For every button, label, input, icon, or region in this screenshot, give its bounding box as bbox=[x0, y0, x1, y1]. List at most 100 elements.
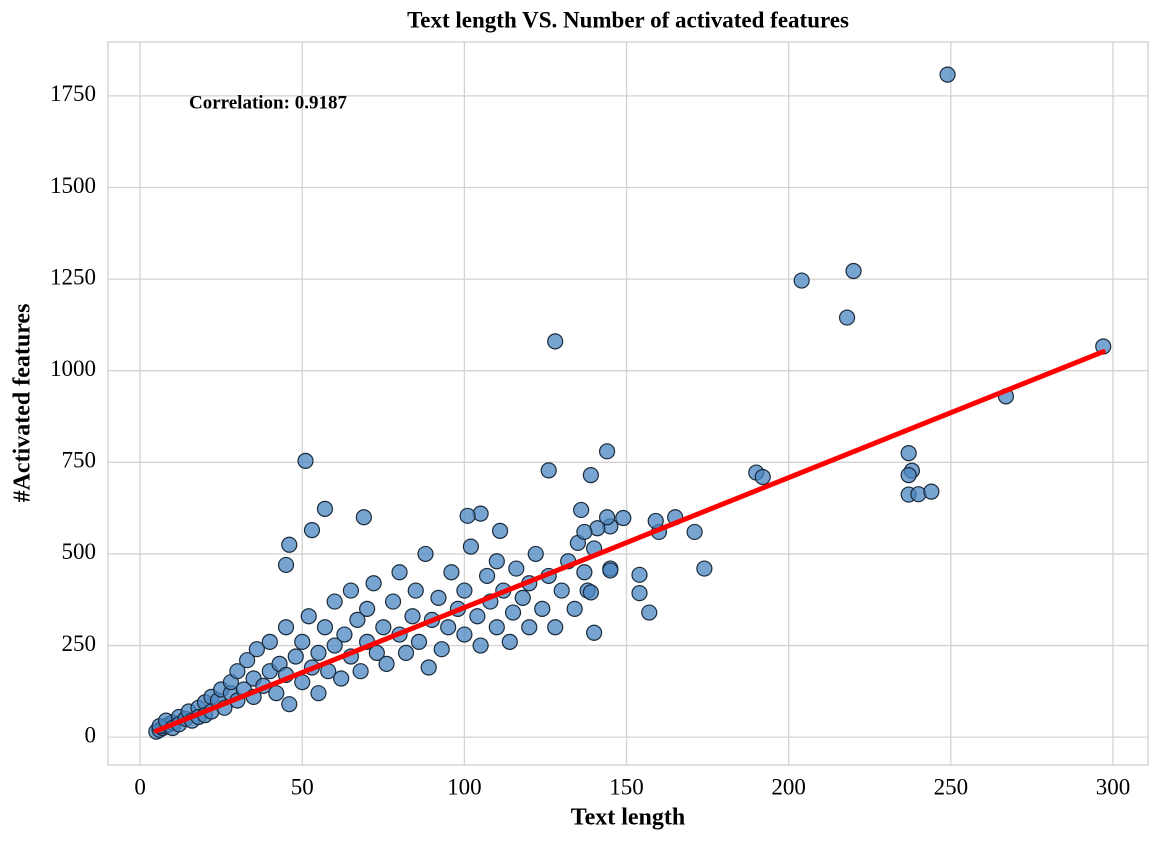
point bbox=[281, 536, 298, 553]
point bbox=[368, 644, 385, 661]
point bbox=[352, 663, 369, 680]
y-tick-label: 1250 bbox=[50, 264, 96, 289]
point bbox=[521, 619, 538, 636]
point bbox=[316, 500, 334, 517]
point bbox=[615, 509, 632, 527]
y-tick-label: 1750 bbox=[50, 81, 96, 106]
point bbox=[336, 626, 353, 643]
point bbox=[586, 624, 603, 641]
point bbox=[547, 619, 564, 636]
point bbox=[696, 560, 713, 577]
point bbox=[566, 600, 583, 617]
point bbox=[404, 608, 421, 625]
point bbox=[440, 619, 457, 636]
point bbox=[838, 309, 856, 326]
point bbox=[631, 566, 648, 583]
point bbox=[300, 608, 317, 625]
point bbox=[281, 696, 298, 713]
point bbox=[365, 575, 382, 592]
x-tick-label: 50 bbox=[291, 774, 314, 799]
point bbox=[297, 452, 314, 469]
point bbox=[375, 619, 392, 636]
point bbox=[310, 644, 327, 661]
point bbox=[469, 608, 486, 625]
x-tick-label: 150 bbox=[609, 774, 644, 799]
point bbox=[248, 641, 265, 658]
point bbox=[573, 501, 590, 519]
point bbox=[229, 663, 246, 680]
y-tick-label: 1500 bbox=[50, 173, 96, 198]
point bbox=[923, 483, 940, 500]
point bbox=[793, 272, 810, 289]
point bbox=[472, 637, 489, 654]
y-tick-label: 250 bbox=[62, 631, 97, 656]
point bbox=[845, 262, 862, 280]
y-tick-label: 1000 bbox=[50, 356, 96, 381]
point bbox=[417, 545, 434, 563]
point bbox=[641, 604, 658, 621]
point bbox=[900, 445, 917, 462]
trend-line bbox=[153, 349, 1106, 734]
y-tick-label: 750 bbox=[62, 448, 97, 473]
point bbox=[576, 564, 593, 581]
point bbox=[598, 443, 616, 460]
point bbox=[277, 619, 295, 636]
point bbox=[488, 553, 505, 570]
x-axis-label: Text length bbox=[571, 805, 685, 831]
point bbox=[407, 582, 424, 599]
y-tick-label: 0 bbox=[85, 722, 97, 747]
point bbox=[384, 593, 402, 610]
point bbox=[582, 584, 599, 601]
x-tick-label: 100 bbox=[447, 774, 482, 799]
point bbox=[378, 655, 395, 672]
point bbox=[488, 619, 505, 636]
point bbox=[754, 468, 771, 486]
point bbox=[508, 560, 525, 577]
point bbox=[686, 523, 703, 541]
x-tick-label: 0 bbox=[134, 774, 146, 799]
point bbox=[553, 582, 570, 599]
point bbox=[355, 509, 372, 526]
point bbox=[910, 486, 927, 503]
point bbox=[316, 619, 334, 636]
x-tick-label: 250 bbox=[934, 774, 969, 799]
point bbox=[598, 509, 616, 526]
point bbox=[456, 626, 473, 643]
point bbox=[534, 600, 551, 617]
annotation: Correlation: 0.9187 bbox=[189, 92, 347, 113]
point bbox=[433, 641, 450, 658]
point bbox=[391, 564, 408, 581]
point bbox=[430, 589, 447, 607]
point bbox=[900, 467, 917, 484]
point bbox=[420, 659, 437, 676]
point bbox=[491, 522, 509, 539]
point bbox=[631, 585, 648, 602]
point bbox=[478, 567, 496, 585]
point bbox=[261, 633, 278, 650]
point bbox=[456, 582, 473, 599]
point bbox=[462, 538, 479, 555]
point bbox=[527, 545, 544, 563]
point bbox=[333, 670, 350, 687]
point bbox=[576, 523, 593, 541]
point bbox=[239, 652, 256, 669]
point bbox=[287, 648, 304, 665]
point bbox=[443, 564, 460, 581]
point bbox=[326, 637, 343, 654]
point bbox=[504, 604, 522, 621]
point bbox=[582, 467, 599, 484]
point bbox=[277, 556, 295, 574]
point bbox=[514, 589, 531, 607]
point bbox=[359, 600, 376, 617]
point bbox=[397, 644, 415, 661]
point bbox=[349, 611, 366, 628]
point bbox=[501, 633, 518, 650]
point bbox=[294, 633, 311, 650]
point bbox=[268, 685, 285, 702]
point bbox=[410, 633, 428, 650]
chart-title: Text length VS. Number of activated feat… bbox=[407, 7, 849, 32]
x-tick-label: 200 bbox=[771, 774, 806, 799]
y-tick-label: 500 bbox=[62, 539, 97, 564]
x-tick-label: 300 bbox=[1096, 774, 1131, 799]
